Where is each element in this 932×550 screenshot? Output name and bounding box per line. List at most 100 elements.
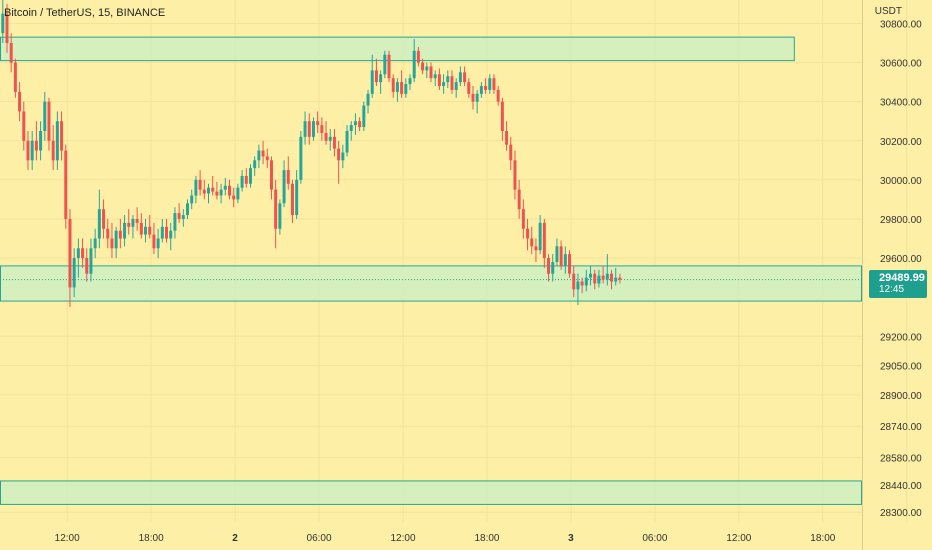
candle-body-down[interactable] bbox=[437, 74, 441, 87]
candle-body-up[interactable] bbox=[299, 136, 303, 180]
candle-body-down[interactable] bbox=[337, 148, 341, 161]
candle-body-down[interactable] bbox=[568, 254, 572, 274]
candle-body-up[interactable] bbox=[219, 189, 223, 196]
candle-body-up[interactable] bbox=[248, 168, 252, 184]
candle-body-down[interactable] bbox=[471, 93, 475, 102]
candle-body-up[interactable] bbox=[39, 130, 43, 151]
candle-body-down[interactable] bbox=[572, 273, 576, 290]
candle-body-down[interactable] bbox=[244, 175, 248, 184]
candle-body-down[interactable] bbox=[530, 238, 534, 247]
candle-body-down[interactable] bbox=[580, 281, 584, 286]
candle-body-down[interactable] bbox=[211, 187, 215, 192]
candle-body-down[interactable] bbox=[484, 86, 488, 90]
candle-body-up[interactable] bbox=[55, 121, 59, 161]
candle-body-up[interactable] bbox=[144, 226, 148, 235]
candle-body-down[interactable] bbox=[500, 101, 504, 131]
candle-body-down[interactable] bbox=[13, 62, 17, 92]
candle-body-down[interactable] bbox=[127, 222, 131, 227]
candle-body-down[interactable] bbox=[106, 228, 110, 239]
candle-body-up[interactable] bbox=[597, 275, 601, 284]
candle-body-down[interactable] bbox=[593, 273, 597, 284]
candle-body-down[interactable] bbox=[374, 70, 378, 83]
candle-body-up[interactable] bbox=[72, 258, 76, 288]
candle-body-down[interactable] bbox=[332, 136, 336, 149]
candle-body-down[interactable] bbox=[286, 170, 290, 184]
candle-body-down[interactable] bbox=[521, 209, 525, 229]
candle-body-up[interactable] bbox=[412, 50, 416, 79]
support-resistance-zone[interactable] bbox=[0, 480, 862, 505]
candle-body-down[interactable] bbox=[85, 258, 89, 274]
candle-body-up[interactable] bbox=[1, 13, 5, 34]
candle-body-up[interactable] bbox=[454, 82, 458, 90]
candle-body-down[interactable] bbox=[542, 222, 546, 259]
candle-body-down[interactable] bbox=[9, 43, 13, 63]
candle-body-down[interactable] bbox=[391, 78, 395, 92]
candle-body-down[interactable] bbox=[139, 222, 143, 235]
candle-body-up[interactable] bbox=[160, 226, 164, 239]
candle-body-up[interactable] bbox=[236, 187, 240, 200]
candle-body-up[interactable] bbox=[131, 218, 135, 227]
candle-body-down[interactable] bbox=[265, 156, 269, 161]
candle-body-up[interactable] bbox=[563, 254, 567, 266]
candle-body-up[interactable] bbox=[311, 121, 315, 137]
candle-body-down[interactable] bbox=[492, 78, 496, 90]
candle-body-up[interactable] bbox=[76, 248, 80, 259]
candle-body-up[interactable] bbox=[551, 261, 555, 274]
candle-body-up[interactable] bbox=[458, 72, 462, 83]
candle-body-down[interactable] bbox=[152, 234, 156, 249]
candle-body-up[interactable] bbox=[282, 170, 286, 204]
candle-body-up[interactable] bbox=[328, 136, 332, 141]
candle-body-down[interactable] bbox=[5, 13, 9, 44]
candle-body-down[interactable] bbox=[509, 144, 513, 161]
candle-body-up[interactable] bbox=[186, 203, 190, 216]
candle-body-up[interactable] bbox=[614, 277, 618, 282]
candle-body-down[interactable] bbox=[47, 101, 51, 141]
candle-body-down[interactable] bbox=[34, 140, 38, 151]
candle-body-up[interactable] bbox=[555, 246, 559, 262]
candle-body-down[interactable] bbox=[387, 54, 391, 79]
candle-body-down[interactable] bbox=[118, 230, 122, 239]
candle-body-up[interactable] bbox=[425, 66, 429, 71]
candle-body-down[interactable] bbox=[18, 91, 22, 112]
candle-body-up[interactable] bbox=[383, 54, 387, 75]
candle-body-up[interactable] bbox=[475, 93, 479, 102]
candle-body-up[interactable] bbox=[488, 78, 492, 90]
candle-body-down[interactable] bbox=[618, 277, 622, 280]
candle-body-up[interactable] bbox=[303, 121, 307, 137]
candle-body-down[interactable] bbox=[135, 218, 139, 223]
candle-body-down[interactable] bbox=[320, 125, 324, 133]
candle-body-down[interactable] bbox=[290, 183, 294, 216]
candle-body-up[interactable] bbox=[362, 105, 366, 128]
candle-body-up[interactable] bbox=[341, 152, 345, 161]
candle-body-up[interactable] bbox=[370, 70, 374, 94]
candle-body-down[interactable] bbox=[68, 218, 72, 288]
candle-body-down[interactable] bbox=[559, 246, 563, 266]
candle-body-up[interactable] bbox=[240, 175, 244, 188]
candle-body-down[interactable] bbox=[547, 258, 551, 274]
candle-body-down[interactable] bbox=[202, 189, 206, 194]
candle-body-down[interactable] bbox=[534, 246, 538, 251]
support-resistance-zone[interactable] bbox=[0, 36, 795, 62]
candle-body-up[interactable] bbox=[156, 238, 160, 249]
candle-body-down[interactable] bbox=[324, 132, 328, 141]
candle-body-up[interactable] bbox=[89, 248, 93, 274]
candle-body-down[interactable] bbox=[429, 66, 433, 79]
candle-body-up[interactable] bbox=[43, 101, 47, 131]
candle-body-up[interactable] bbox=[584, 277, 588, 286]
candle-body-down[interactable] bbox=[467, 82, 471, 94]
candle-body-down[interactable] bbox=[505, 130, 509, 145]
candle-body-up[interactable] bbox=[30, 140, 34, 161]
candle-body-down[interactable] bbox=[269, 160, 273, 190]
candle-body-up[interactable] bbox=[345, 130, 349, 153]
candle-body-up[interactable] bbox=[379, 74, 383, 83]
candle-body-down[interactable] bbox=[26, 140, 30, 161]
candle-body-down[interactable] bbox=[526, 228, 530, 239]
candle-body-down[interactable] bbox=[227, 185, 231, 196]
candle-body-up[interactable] bbox=[442, 82, 446, 87]
candle-body-up[interactable] bbox=[605, 273, 609, 280]
candle-body-down[interactable] bbox=[165, 226, 169, 239]
candle-body-up[interactable] bbox=[353, 121, 357, 126]
candle-body-up[interactable] bbox=[404, 84, 408, 94]
candle-body-up[interactable] bbox=[114, 230, 118, 249]
candle-body-down[interactable] bbox=[416, 50, 420, 63]
